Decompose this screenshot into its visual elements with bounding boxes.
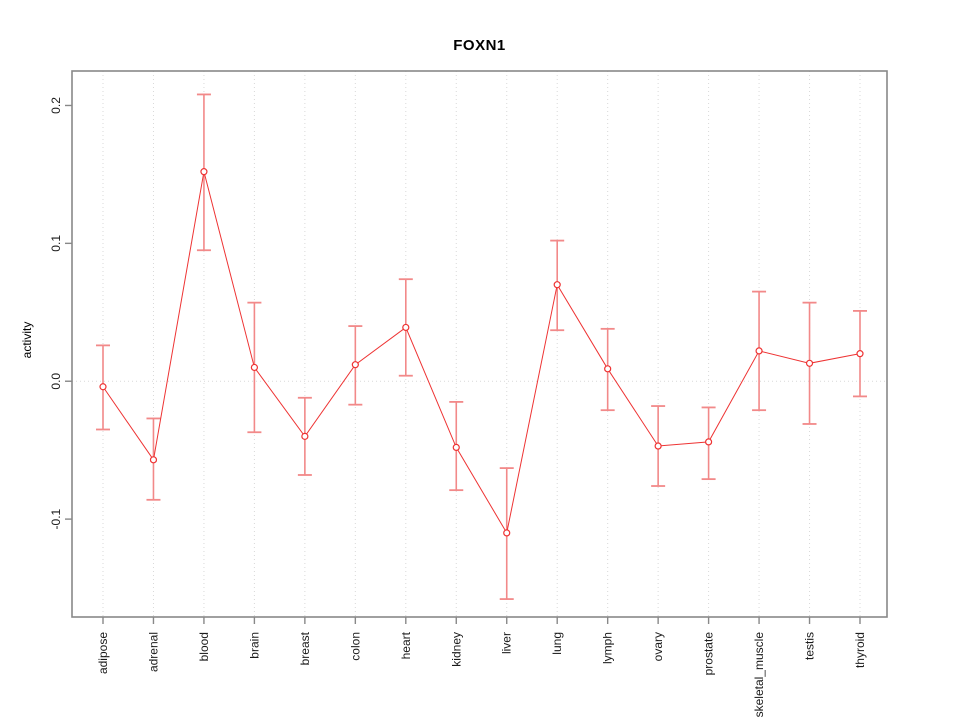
y-tick-label: 0.1	[49, 235, 63, 252]
data-point-marker	[200, 168, 208, 176]
x-tick-label: prostate	[702, 632, 716, 676]
x-tick-label: blood	[197, 632, 211, 661]
x-tick-label: liver	[500, 632, 514, 654]
x-tick-label: brain	[247, 632, 261, 659]
x-tick-label: kidney	[449, 632, 463, 667]
data-point-marker	[301, 432, 309, 440]
data-point-marker	[755, 347, 763, 355]
data-point-marker	[402, 323, 410, 332]
x-tick-label: thyroid	[853, 632, 867, 668]
x-tick-label: heart	[399, 631, 413, 659]
series-line	[102, 171, 861, 535]
x-tick-label: colon	[348, 632, 362, 661]
chart-title: FOXN1	[453, 37, 506, 54]
y-tick-label: -0.1	[49, 508, 63, 529]
y-tick-label: 0.2	[49, 97, 63, 114]
data-point-marker	[99, 383, 107, 391]
x-tick-label: lung	[550, 632, 564, 655]
data-point-marker	[351, 361, 359, 369]
data-point-marker	[452, 443, 460, 452]
x-tick-label: ovary	[651, 632, 665, 661]
data-point-marker	[149, 456, 158, 464]
x-tick-label: breast	[298, 631, 312, 665]
data-point-marker	[604, 365, 612, 373]
data-point-marker	[704, 438, 713, 446]
y-tick-label: 0.0	[49, 373, 63, 390]
data-point-marker	[805, 359, 814, 367]
plot-frame	[71, 70, 888, 618]
data-point-marker	[250, 363, 258, 372]
data-point-marker	[654, 442, 662, 450]
x-tick-label: lymph	[601, 632, 615, 664]
x-tick-label: skeletal_muscle	[752, 632, 766, 718]
data-point-marker	[553, 281, 561, 289]
x-tick-label: testis	[803, 632, 817, 660]
data-point-marker	[856, 350, 864, 358]
data-point-marker	[503, 529, 511, 537]
x-tick-label: adrenal	[146, 632, 160, 672]
x-tick-label: adipose	[96, 632, 110, 674]
